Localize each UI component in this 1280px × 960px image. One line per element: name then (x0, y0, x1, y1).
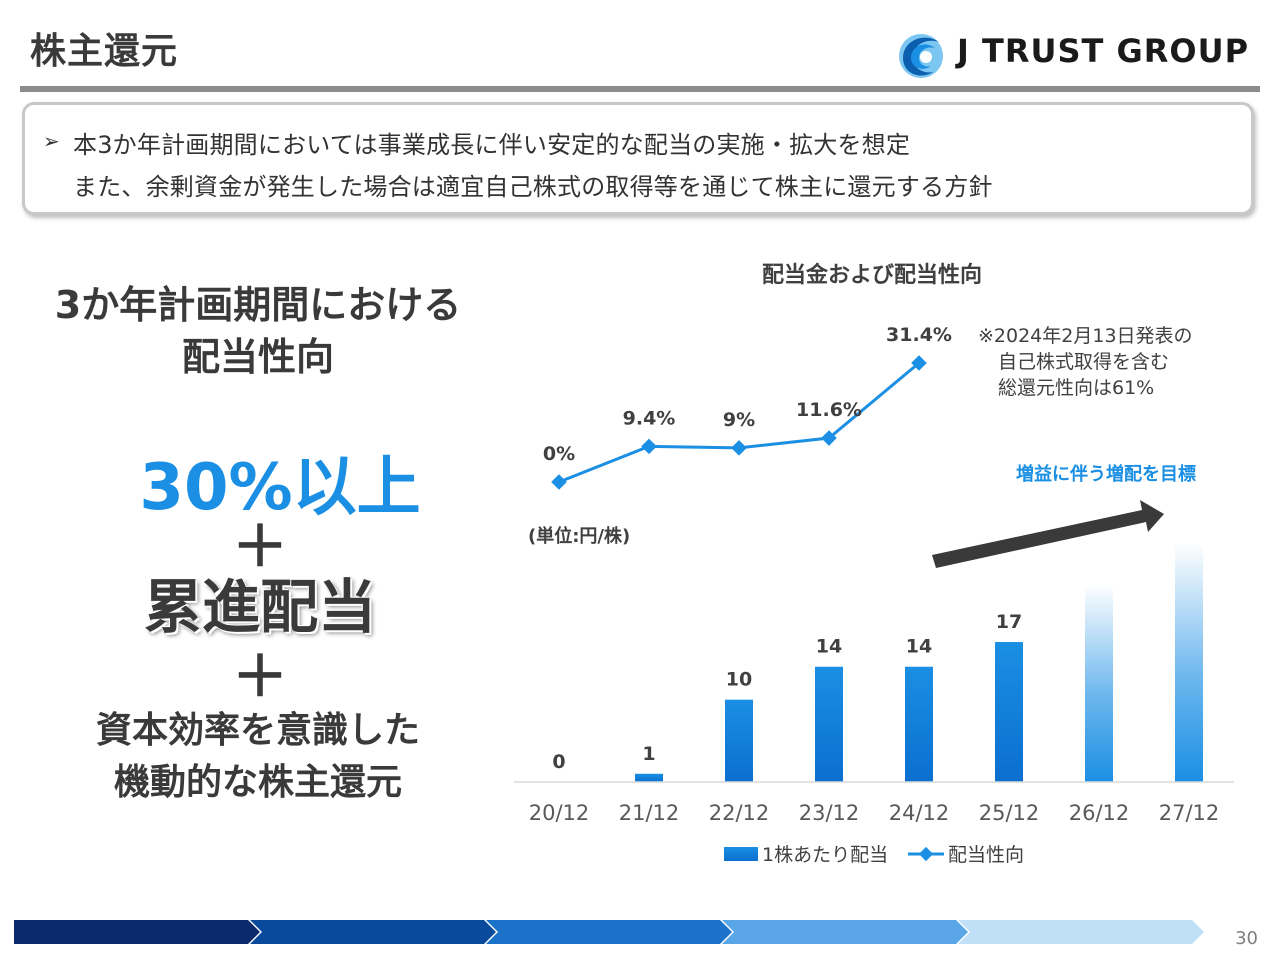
projected-dividend-bar (1175, 543, 1203, 782)
annotation-note-line: 総還元性向は61% (998, 377, 1154, 399)
bar-value-label: 17 (996, 611, 1022, 633)
legend-bar-label: 1株あたり配当 (762, 844, 888, 866)
footer-band-segment (722, 920, 968, 944)
left-foot-line-2: 機動的な株主還元 (113, 762, 402, 803)
payout-value-label: 9.4% (623, 407, 676, 429)
dividend-bar (995, 642, 1023, 782)
plus-sign-1: ＋ (232, 515, 288, 580)
left-heading-line-2: 配当性向 (181, 335, 334, 379)
unit-label: (単位:円/株) (528, 525, 630, 547)
policy-line-1: 本3か年計画期間においては事業成長に伴い安定的な配当の実施・拡大を想定 (73, 131, 911, 159)
title-rule (20, 86, 1260, 92)
logo-swirl-icon (899, 34, 943, 78)
x-tick-label: 26/12 (1069, 801, 1130, 825)
bar-value-label: 14 (816, 636, 842, 658)
dividend-chart: 配当金および配当性向 (単位:円/株) 0 1 10 14 14 17 20/12 21/12 22… (514, 262, 1234, 866)
page-title: 株主還元 (30, 31, 179, 72)
payout-point (731, 440, 747, 456)
bar-value-label: 14 (906, 636, 932, 658)
policy-line-2: また、余剰資金が発生した場合は適宜自己株式の取得等を通じて株主に還元する方針 (73, 173, 993, 201)
payout-target: 30%以上 (139, 451, 421, 525)
footer-band-segment (958, 920, 1204, 944)
arrow-bullet-icon: ➢ (43, 129, 60, 153)
x-tick-label: 20/12 (529, 801, 590, 825)
policy-box: ➢ 本3か年計画期間においては事業成長に伴い安定的な配当の実施・拡大を想定 また… (22, 102, 1254, 215)
dividend-bar (815, 666, 843, 782)
x-tick-label: 25/12 (979, 801, 1040, 825)
footer-band-segment (14, 920, 260, 944)
bar-value-label: 10 (726, 669, 752, 691)
payout-value-label: 0% (543, 443, 575, 465)
payout-value-label: 31.4% (886, 324, 952, 346)
dividend-bar (635, 773, 663, 782)
x-tick-label: 22/12 (709, 801, 770, 825)
company-logo: J TRUST GROUP (895, 28, 1265, 82)
payout-value-label: 11.6% (796, 399, 862, 421)
trend-label: 増益に伴う増配を目標 (1016, 463, 1196, 485)
projected-dividend-bar (1085, 584, 1113, 782)
bar-value-label: 1 (642, 743, 655, 765)
progressive-dividend: 累進配当 (143, 573, 376, 641)
annotation-note-line: ※2024年2月13日発表の (978, 325, 1193, 347)
x-tick-label: 21/12 (619, 801, 680, 825)
payout-point (641, 438, 657, 455)
legend-line-marker (918, 846, 934, 862)
legend-bar-swatch (724, 847, 758, 861)
left-heading-line-1: 3か年計画期間における (54, 283, 462, 327)
payout-point (551, 474, 567, 490)
dividend-bar (725, 699, 753, 782)
dividend-bar (905, 666, 933, 782)
legend-line-label: 配当性向 (948, 844, 1024, 866)
payout-point (821, 430, 837, 446)
chart-title: 配当金および配当性向 (762, 262, 982, 288)
left-foot-line-1: 資本効率を意識した (95, 710, 420, 751)
payout-value-label: 9% (723, 409, 755, 431)
bar-value-label: 0 (552, 751, 565, 773)
trend-arrow-icon (932, 500, 1164, 568)
x-tick-label: 24/12 (889, 801, 950, 825)
x-tick-label: 27/12 (1159, 801, 1220, 825)
footer-band-segment (486, 920, 732, 944)
annotation-note-line: 自己株式取得を含む (998, 351, 1169, 373)
page-number: 30 (1235, 928, 1258, 949)
x-tick-label: 23/12 (799, 801, 860, 825)
plus-sign-2: ＋ (232, 645, 288, 710)
footer-band-segment (250, 920, 496, 944)
footer-band (14, 920, 1204, 944)
logo-text: J TRUST GROUP (957, 32, 1250, 70)
